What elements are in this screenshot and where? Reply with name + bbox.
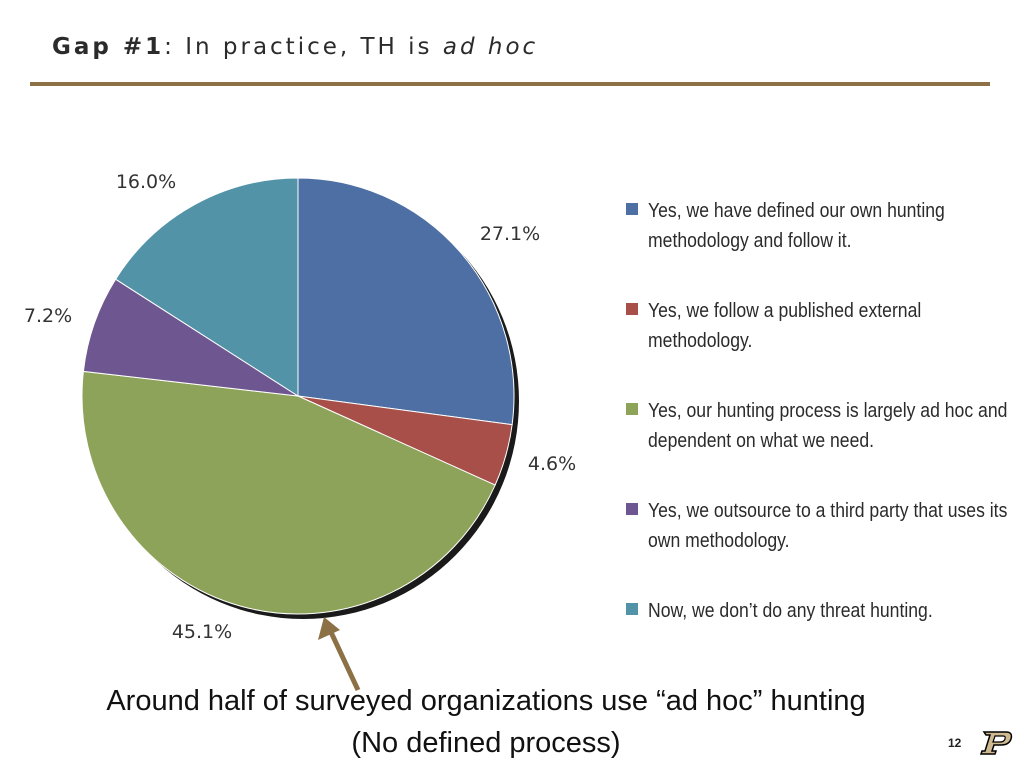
legend-label-3: Yes, our hunting process is largely ad h… bbox=[648, 400, 1008, 452]
legend-item-3: Yes, our hunting process is largely ad h… bbox=[626, 396, 1014, 496]
pie-slice-5 bbox=[114, 177, 299, 397]
slide-title: Gap #1: In practice, TH is ad hoc bbox=[52, 34, 538, 60]
pie-data-label-4: 7.2% bbox=[24, 305, 72, 327]
legend-item-4: Yes, we outsource to a third party that … bbox=[626, 496, 1014, 596]
title-bold-part: Gap #1 bbox=[52, 34, 165, 60]
purdue-p-logo-icon bbox=[979, 731, 1013, 755]
chart-legend: Yes, we have defined our own hunting met… bbox=[626, 196, 1014, 696]
legend-label-4: Yes, we outsource to a third party that … bbox=[648, 500, 1008, 552]
pie-data-label-3: 45.1% bbox=[172, 621, 232, 643]
pie-slice-4 bbox=[82, 278, 299, 397]
legend-item-2: Yes, we follow a published external meth… bbox=[626, 296, 1014, 396]
legend-swatch-2 bbox=[626, 303, 638, 315]
pie-data-label-5: 16.0% bbox=[116, 171, 176, 193]
caption-line-1: Around half of surveyed organizations us… bbox=[106, 685, 866, 717]
pie-data-label-2: 4.6% bbox=[528, 453, 576, 475]
legend-item-1: Yes, we have defined our own hunting met… bbox=[626, 196, 1014, 296]
pie-slice-3 bbox=[81, 370, 496, 615]
pie-data-label-1: 27.1% bbox=[480, 223, 540, 245]
legend-swatch-5 bbox=[626, 603, 638, 615]
legend-swatch-1 bbox=[626, 203, 638, 215]
caption-line-2: (No defined process) bbox=[351, 727, 621, 759]
page-number: 12 bbox=[948, 736, 962, 750]
annotation-arrow bbox=[318, 617, 361, 692]
slide-caption: Around half of surveyed organizations us… bbox=[0, 680, 972, 764]
title-divider bbox=[30, 82, 990, 86]
legend-label-1: Yes, we have defined our own hunting met… bbox=[648, 200, 945, 252]
legend-label-2: Yes, we follow a published external meth… bbox=[648, 300, 922, 352]
pie-slice-1 bbox=[297, 177, 515, 426]
title-italic-part: ad hoc bbox=[442, 34, 539, 60]
legend-item-5: Now, we don’t do any threat hunting. bbox=[626, 596, 1014, 696]
title-plain-part: : In practice, TH is bbox=[164, 34, 443, 60]
legend-swatch-3 bbox=[626, 403, 638, 415]
legend-swatch-4 bbox=[626, 503, 638, 515]
legend-label-5: Now, we don’t do any threat hunting. bbox=[648, 600, 933, 622]
